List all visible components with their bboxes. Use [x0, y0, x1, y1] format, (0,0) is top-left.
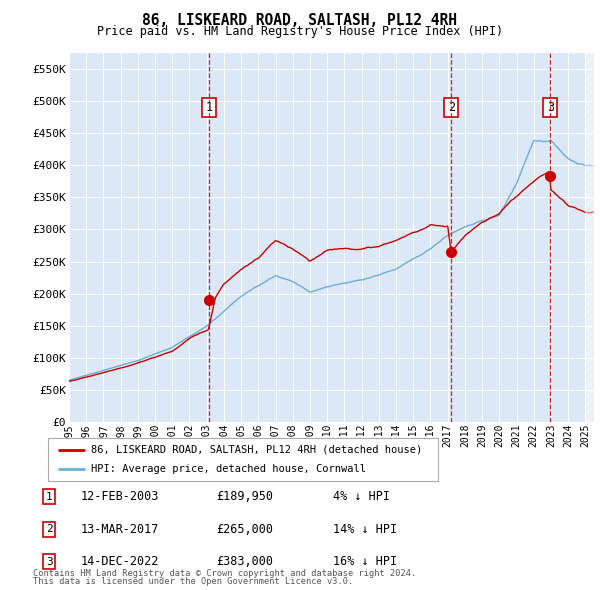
Text: 13-MAR-2017: 13-MAR-2017	[81, 523, 160, 536]
Text: 1: 1	[46, 492, 53, 502]
Text: 3: 3	[547, 101, 554, 114]
Text: This data is licensed under the Open Government Licence v3.0.: This data is licensed under the Open Gov…	[33, 578, 353, 586]
Text: 2: 2	[46, 525, 53, 534]
Text: 3: 3	[46, 557, 53, 566]
Text: 4% ↓ HPI: 4% ↓ HPI	[333, 490, 390, 503]
Text: 14% ↓ HPI: 14% ↓ HPI	[333, 523, 397, 536]
Text: 16% ↓ HPI: 16% ↓ HPI	[333, 555, 397, 568]
Text: 12-FEB-2003: 12-FEB-2003	[81, 490, 160, 503]
Text: £265,000: £265,000	[216, 523, 273, 536]
Text: Price paid vs. HM Land Registry's House Price Index (HPI): Price paid vs. HM Land Registry's House …	[97, 25, 503, 38]
Text: 14-DEC-2022: 14-DEC-2022	[81, 555, 160, 568]
Text: 86, LISKEARD ROAD, SALTASH, PL12 4RH: 86, LISKEARD ROAD, SALTASH, PL12 4RH	[143, 13, 458, 28]
Text: £383,000: £383,000	[216, 555, 273, 568]
Text: HPI: Average price, detached house, Cornwall: HPI: Average price, detached house, Corn…	[91, 464, 366, 474]
Text: £189,950: £189,950	[216, 490, 273, 503]
Text: Contains HM Land Registry data © Crown copyright and database right 2024.: Contains HM Land Registry data © Crown c…	[33, 569, 416, 578]
Text: 86, LISKEARD ROAD, SALTASH, PL12 4RH (detached house): 86, LISKEARD ROAD, SALTASH, PL12 4RH (de…	[91, 445, 422, 455]
Text: 1: 1	[205, 101, 212, 114]
Text: 2: 2	[448, 101, 455, 114]
